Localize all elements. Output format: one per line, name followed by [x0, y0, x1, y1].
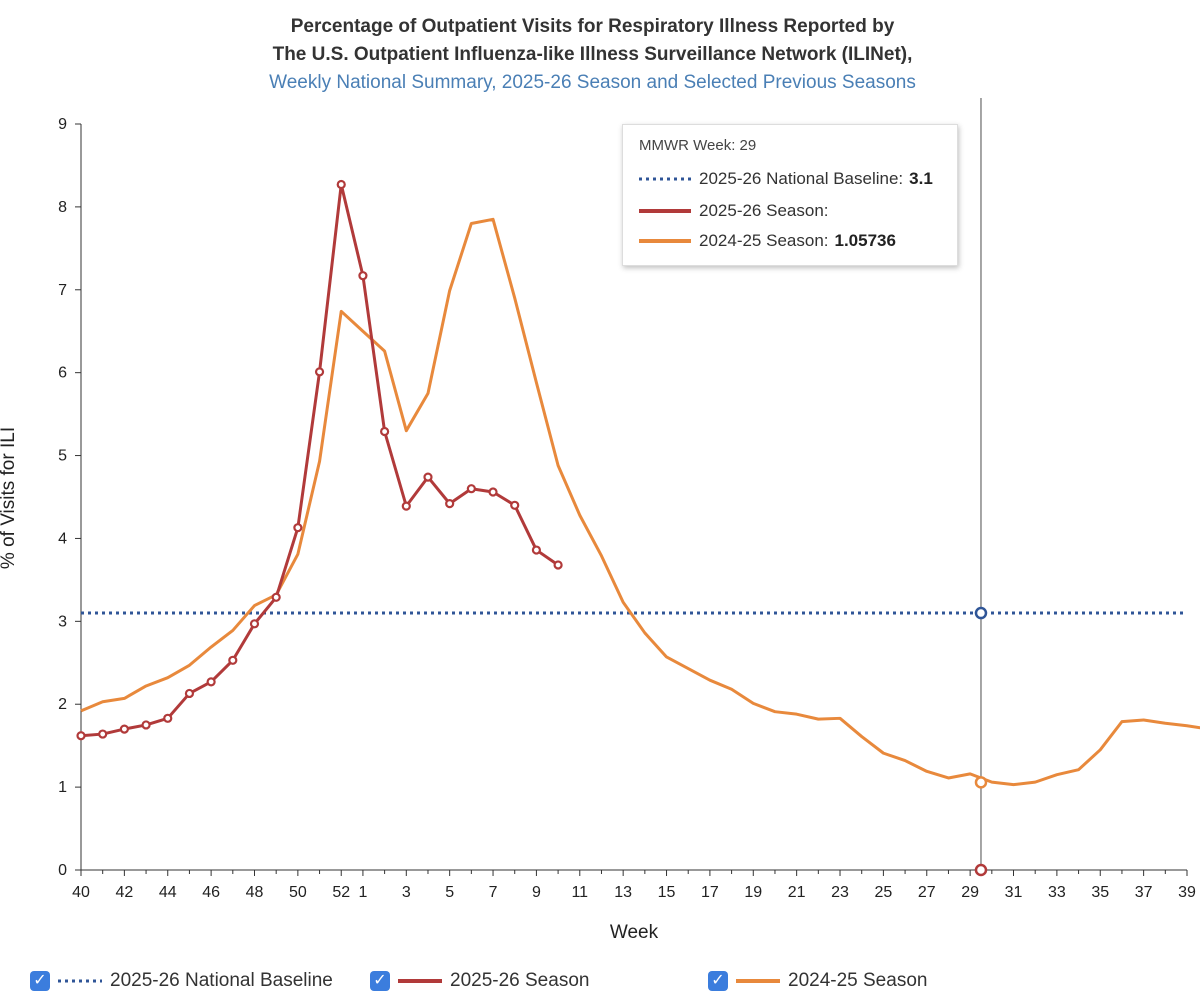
x-tick-label: 31 [1005, 884, 1023, 901]
season-2025-26-point [445, 499, 455, 509]
season-2025-26-point [76, 731, 86, 741]
chart-subtitle: Weekly National Summary, 2025-26 Season … [269, 72, 916, 93]
y-tick-label: 7 [58, 282, 67, 299]
check-icon[interactable]: ✓ [370, 971, 390, 991]
season-2024-25-line [80, 217, 1200, 787]
x-tick-label: 25 [874, 884, 892, 901]
x-tick-label: 17 [701, 884, 719, 901]
baseline-swatch-icon [639, 177, 691, 181]
chart-title-line2: The U.S. Outpatient Influenza-like Illne… [272, 44, 913, 65]
season-2025-26-point [510, 500, 520, 510]
legend-label-baseline: 2025-26 National Baseline [110, 970, 333, 991]
x-tick-label: 48 [246, 884, 264, 901]
hover-marker-2025-26 [974, 863, 988, 877]
tooltip-row-baseline: 2025-26 National Baseline: 3.1 [639, 167, 933, 191]
x-tick-label: 35 [1091, 884, 1109, 901]
legend-label-2024-25: 2024-25 Season [788, 970, 928, 991]
check-icon[interactable]: ✓ [30, 971, 50, 991]
season-2025-26-point [336, 179, 346, 190]
x-tick-label: 21 [788, 884, 806, 901]
y-tick-label: 9 [58, 116, 67, 133]
x-tick-label: 27 [918, 884, 936, 901]
season-2025-26-point [358, 271, 368, 281]
y-tick-label: 2 [58, 696, 67, 713]
season-2025-26-point [271, 592, 281, 602]
x-tick-label: 5 [445, 884, 454, 901]
season-2024-25-legend-swatch-icon [736, 979, 780, 983]
hover-marker-baseline [974, 606, 988, 620]
legend-item-2024-25[interactable]: ✓ 2024-25 Season [708, 966, 927, 996]
x-tick-label: 29 [961, 884, 979, 901]
x-tick-label: 33 [1048, 884, 1066, 901]
y-tick-label: 8 [58, 199, 67, 216]
season-2025-26-point [119, 724, 129, 734]
season-2025-26-point [206, 677, 216, 687]
chart-title: Percentage of Outpatient Visits for Resp… [290, 16, 895, 37]
y-tick-label: 6 [58, 365, 67, 382]
x-tick-label: 13 [614, 884, 632, 901]
season-2024-25-swatch-icon [639, 239, 691, 243]
tooltip-row-2024-25: 2024-25 Season: 1.05736 [639, 229, 896, 253]
x-tick-label: 23 [831, 884, 849, 901]
x-tick-label: 39 [1178, 884, 1196, 901]
tooltip-value-2024-25: 1.05736 [834, 231, 896, 250]
legend-label-2025-26: 2025-26 Season [450, 970, 590, 991]
y-tick-label: 0 [58, 862, 67, 879]
season-2025-26-point [466, 484, 476, 494]
x-tick-label: 52 [332, 884, 350, 901]
check-icon[interactable]: ✓ [708, 971, 728, 991]
season-2025-26-swatch-icon [639, 209, 691, 213]
tooltip-row-2025-26: 2025-26 Season: [639, 199, 835, 223]
season-2025-26-point [228, 655, 238, 665]
season-2025-26-point [380, 426, 390, 437]
season-2025-26-point [401, 501, 411, 511]
x-tick-label: 3 [402, 884, 411, 901]
hover-indicator [974, 98, 988, 877]
season-2025-26-point [423, 472, 433, 482]
x-tick-label: 11 [571, 884, 588, 901]
season-2025-26-point [141, 720, 151, 730]
season-2025-26-point [293, 523, 303, 533]
tooltip-label-2024-25: 2024-25 Season: [699, 231, 829, 250]
season-2025-26-point [98, 729, 108, 739]
x-tick-label: 7 [489, 884, 498, 901]
hover-marker-2024-25 [974, 776, 988, 789]
x-tick-label: 15 [658, 884, 676, 901]
y-tick-label: 5 [58, 448, 67, 465]
baseline-legend-swatch-icon [58, 979, 102, 983]
season-2024-25-series [80, 217, 1200, 787]
tooltip-value-baseline: 3.1 [909, 169, 933, 188]
y-tick-label: 4 [58, 530, 67, 547]
tooltip-label-baseline: 2025-26 National Baseline: [699, 169, 904, 188]
season-2025-26-point [531, 545, 542, 555]
x-tick-label: 9 [532, 884, 541, 901]
x-tick-label: 37 [1135, 884, 1153, 901]
x-tick-label: 19 [744, 884, 762, 901]
season-2025-26-point [553, 560, 563, 570]
x-tick-label: 1 [358, 884, 367, 901]
season-2025-26-point [314, 367, 325, 377]
x-tick-label: 46 [202, 884, 220, 901]
y-tick-label: 1 [58, 779, 67, 796]
x-tick-label: 40 [72, 884, 90, 901]
y-axis-title: % of Visits for ILI [0, 427, 19, 569]
tooltip-week: MMWR Week: 29 [639, 137, 757, 154]
season-2025-26-legend-swatch-icon [398, 979, 442, 983]
hover-tooltip: MMWR Week: 29 2025-26 National Baseline:… [622, 124, 958, 266]
season-2025-26-point [163, 713, 173, 723]
season-2025-26-point [249, 619, 260, 629]
tooltip-label-2025-26: 2025-26 Season: [699, 201, 829, 220]
x-tick-label: 50 [289, 884, 307, 901]
season-2025-26-series [76, 179, 563, 741]
legend-item-baseline[interactable]: ✓ 2025-26 National Baseline [30, 966, 333, 996]
y-tick-label: 3 [58, 613, 67, 630]
x-tick-label: 42 [115, 884, 133, 901]
x-tick-label: 44 [159, 884, 177, 901]
legend-item-2025-26[interactable]: ✓ 2025-26 Season [370, 966, 589, 996]
x-axis-title: Week [610, 922, 659, 943]
season-2025-26-point [488, 487, 498, 497]
season-2025-26-point [184, 688, 195, 699]
